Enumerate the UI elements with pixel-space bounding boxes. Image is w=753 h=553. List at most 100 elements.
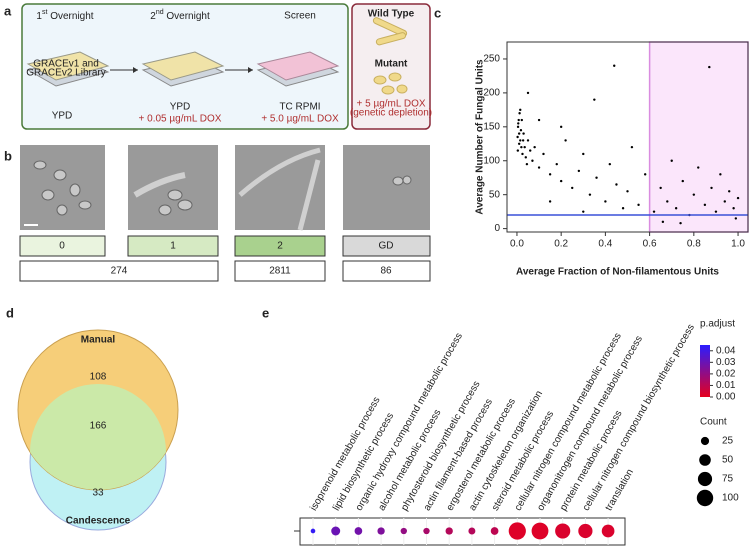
size-legend-dot — [699, 454, 711, 466]
class-box — [19, 235, 106, 257]
point — [613, 64, 616, 67]
size-legend-title: Count — [700, 417, 727, 428]
x-tick-label: 0.4 — [598, 239, 612, 250]
colorbar-tick-label: 0.02 — [716, 369, 736, 380]
note: (genetic depletion) — [350, 108, 432, 119]
venn-overlap — [30, 384, 166, 490]
class-label: 1 — [170, 241, 176, 252]
micrograph — [20, 145, 105, 230]
point — [525, 162, 529, 166]
count-box — [342, 260, 431, 282]
point — [520, 145, 523, 149]
point — [608, 162, 612, 166]
point — [571, 186, 574, 190]
y-axis-label: Average Number of Fungal Units — [475, 59, 486, 215]
panel-label: a — [4, 3, 12, 18]
threshold-region — [648, 41, 749, 233]
class-label: 2 — [277, 241, 283, 252]
arrow-head — [248, 67, 253, 73]
point — [604, 200, 607, 203]
y-tick-label: 150 — [483, 121, 500, 132]
point — [564, 139, 567, 142]
colorbar-title: p.adjust — [700, 319, 735, 330]
point — [517, 132, 521, 135]
point — [517, 142, 521, 145]
count-box — [234, 260, 326, 282]
point — [666, 200, 669, 203]
point — [582, 210, 585, 213]
dox: + 0.05 µg/mL DOX — [139, 114, 222, 125]
point — [523, 145, 526, 149]
point — [661, 220, 665, 224]
point — [526, 139, 530, 142]
venn-count: 108 — [90, 372, 107, 383]
x-tick-label: 0.2 — [554, 239, 568, 250]
point — [516, 125, 520, 129]
point — [555, 162, 558, 166]
point — [595, 176, 598, 179]
point — [714, 210, 718, 213]
plate — [26, 51, 110, 87]
y-tick-label: 0 — [494, 223, 500, 234]
class-box — [342, 235, 431, 257]
x-tick-label: 0.8 — [687, 239, 701, 250]
colorbar-tick-label: 0.03 — [716, 357, 736, 368]
point — [679, 221, 682, 225]
dot — [377, 527, 385, 535]
point — [522, 132, 525, 135]
point — [708, 65, 711, 69]
point — [674, 207, 678, 210]
point — [723, 200, 726, 203]
point — [548, 200, 552, 203]
point — [732, 207, 735, 210]
point — [630, 145, 634, 149]
panel-label: d — [6, 305, 14, 320]
dot — [601, 524, 615, 538]
point — [734, 217, 738, 220]
point — [615, 183, 618, 186]
point — [516, 149, 520, 152]
point — [703, 203, 707, 207]
dox: + 5 µg/mL DOX — [356, 99, 425, 110]
micrograph — [235, 145, 325, 231]
point — [517, 118, 520, 122]
micrograph — [343, 145, 430, 230]
point — [626, 190, 629, 193]
size-legend-dot — [700, 436, 710, 446]
point — [652, 210, 656, 213]
y-tick-label: 200 — [483, 88, 500, 99]
point — [588, 193, 592, 196]
x-tick-label: 1.0 — [731, 239, 745, 250]
size-legend-dot — [697, 471, 713, 487]
count-box — [19, 260, 219, 282]
mutant: Mutant — [375, 59, 408, 70]
dot — [331, 526, 341, 536]
plate-text: GRACEv1 and — [33, 59, 99, 70]
dot — [468, 527, 476, 535]
colorbar — [700, 345, 710, 397]
panel-label: b — [4, 148, 12, 163]
count-label: 86 — [380, 266, 392, 277]
point — [533, 145, 536, 149]
dot — [310, 528, 316, 534]
point — [529, 149, 532, 152]
point — [521, 152, 524, 156]
size-legend-label: 75 — [722, 474, 734, 485]
point — [531, 159, 534, 162]
point — [537, 166, 541, 169]
point — [559, 125, 563, 129]
point — [542, 152, 545, 156]
dot — [445, 527, 453, 535]
class-box — [127, 235, 219, 257]
size-legend-dot — [696, 489, 714, 507]
class-label: GD — [379, 241, 394, 252]
step-title: Screen — [284, 11, 316, 22]
point — [519, 108, 522, 112]
phenotype-box — [351, 3, 431, 130]
colorbar-tick-label: 0.00 — [716, 392, 736, 403]
step-num: 2 — [150, 11, 156, 22]
colorbar-tick-label: 0.04 — [716, 345, 736, 356]
size-legend-label: 100 — [722, 493, 739, 504]
x-axis-label: Average Fraction of Non-filamentous Unit… — [516, 267, 719, 278]
medium: TC RPMI — [279, 102, 320, 113]
